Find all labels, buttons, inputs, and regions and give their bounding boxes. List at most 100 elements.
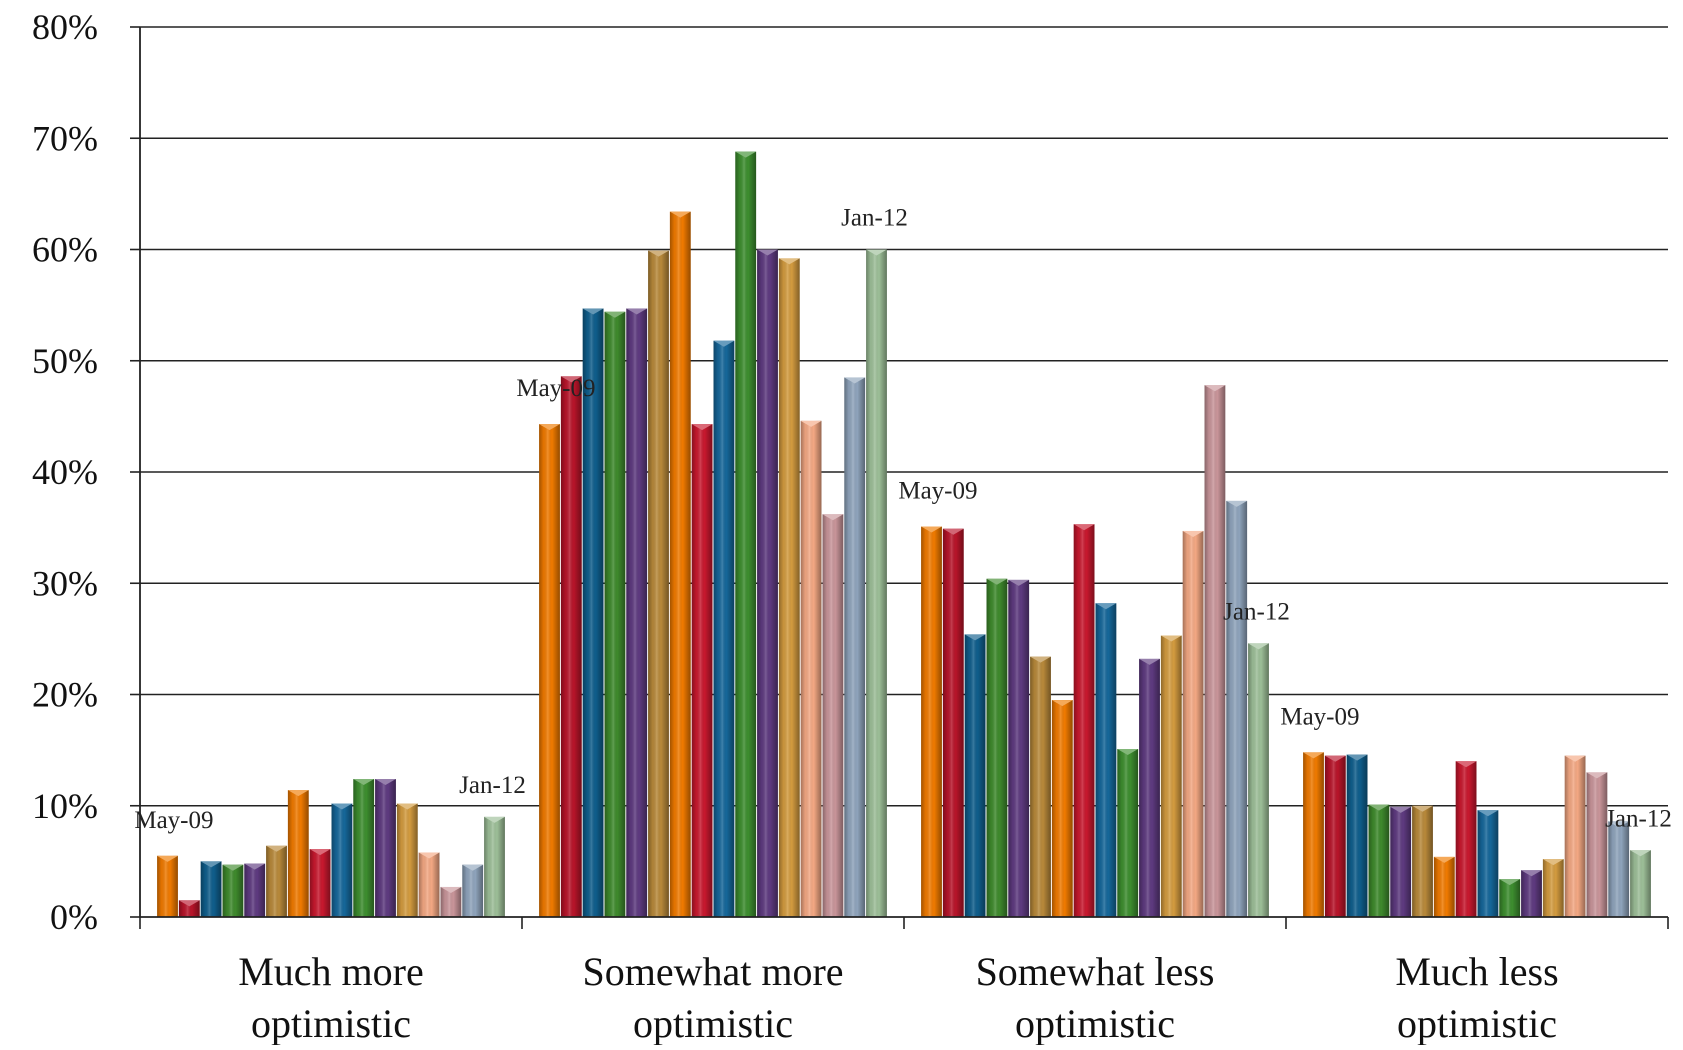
bar xyxy=(1160,635,1182,917)
bar-shading xyxy=(1390,806,1412,917)
bar xyxy=(713,340,735,918)
bar-cap xyxy=(822,514,844,521)
bar-shading xyxy=(287,790,309,917)
bar-shading xyxy=(396,803,418,917)
x-tick-label: Somewhat more optimistic xyxy=(582,949,843,1045)
bar xyxy=(1008,579,1030,917)
bar xyxy=(1368,804,1390,917)
bar-cap xyxy=(1139,658,1160,665)
bar xyxy=(1324,755,1346,917)
data-label: Jan-12 xyxy=(459,772,526,799)
bar xyxy=(353,779,375,917)
bar-cap xyxy=(1477,810,1499,817)
bar xyxy=(539,424,560,917)
bar-cap xyxy=(244,863,266,870)
bar xyxy=(244,863,266,917)
bar-shading xyxy=(1477,810,1499,917)
bar-cap xyxy=(375,779,396,786)
bar-cap xyxy=(1390,806,1412,813)
bar-shading xyxy=(1030,656,1051,917)
bar xyxy=(1477,810,1499,917)
bar-cap xyxy=(484,816,505,823)
bar xyxy=(375,779,396,917)
data-label: May-09 xyxy=(516,375,595,402)
y-tick-label: 0% xyxy=(50,897,98,937)
bar-shading xyxy=(1324,755,1346,917)
bar xyxy=(582,308,604,917)
bar-cap xyxy=(1564,755,1586,762)
data-label: May-09 xyxy=(898,478,977,505)
bar xyxy=(1542,859,1564,917)
bar-shading xyxy=(1226,500,1248,917)
y-tick-label: 50% xyxy=(32,341,98,381)
bar-cap xyxy=(757,249,778,256)
bar-shading xyxy=(1182,530,1204,917)
bar-cap xyxy=(582,308,604,315)
gridlines xyxy=(140,26,1668,807)
bar-cap xyxy=(866,249,887,256)
bar xyxy=(626,308,648,917)
bar-cap xyxy=(309,849,331,856)
bar xyxy=(942,528,964,917)
bar xyxy=(1030,656,1051,917)
bar-cap xyxy=(222,864,244,871)
bar-cap xyxy=(1412,805,1433,812)
bar xyxy=(604,311,626,917)
bar xyxy=(1051,700,1073,917)
y-tick-label: 80% xyxy=(32,7,98,47)
x-axis-tick-labels: Much more optimistic Somewhat more optimist… xyxy=(238,949,1558,1046)
bar-cap xyxy=(353,779,375,786)
y-axis-tick-labels: 0% 10% 20% 30% 40% 50% 60% 70% 80% xyxy=(32,7,98,937)
bar-cap xyxy=(986,578,1008,585)
bar-cap xyxy=(1030,656,1051,663)
bar-shading xyxy=(539,424,560,917)
bar xyxy=(735,151,757,918)
bar-shading xyxy=(1139,658,1160,917)
bar xyxy=(1073,524,1095,917)
bar-shading xyxy=(244,863,266,917)
bar xyxy=(440,886,462,917)
bar xyxy=(778,258,800,917)
bar-cap xyxy=(1455,761,1477,768)
bar-cap xyxy=(1160,635,1182,642)
bar-shading xyxy=(1160,635,1182,917)
bar-cap xyxy=(648,250,669,257)
bar-cap xyxy=(157,855,178,862)
bar-cap xyxy=(396,803,418,810)
bar-shading xyxy=(1008,579,1030,917)
y-tick-label: 30% xyxy=(32,563,98,603)
bar-shading xyxy=(462,864,484,917)
bar xyxy=(1139,658,1160,917)
bar xyxy=(1433,856,1455,917)
data-label: May-09 xyxy=(1280,703,1359,730)
bar xyxy=(1095,603,1117,917)
bar xyxy=(287,790,309,917)
y-tick-label: 10% xyxy=(32,786,98,826)
bar-shading xyxy=(669,211,691,918)
bar xyxy=(157,855,178,917)
bar-shading xyxy=(626,308,648,917)
bar-shading xyxy=(309,849,331,917)
bar-cap xyxy=(1542,859,1564,866)
bar-cap xyxy=(331,803,353,810)
bar xyxy=(1455,761,1477,917)
bar-cap xyxy=(178,900,200,907)
bar-shading xyxy=(484,816,505,917)
bar-cap xyxy=(1303,752,1324,759)
x-tick-label: Much more optimistic xyxy=(238,949,424,1045)
bar xyxy=(1564,755,1586,917)
bar-shading xyxy=(1542,859,1564,917)
bar-cap xyxy=(462,864,484,871)
bar xyxy=(200,861,222,917)
bar xyxy=(1303,752,1324,917)
bar-cap xyxy=(1182,530,1204,537)
bar xyxy=(178,900,200,917)
bar-cap xyxy=(1586,772,1608,779)
bar-cap xyxy=(440,886,462,893)
bar-cap xyxy=(1521,870,1542,877)
y-tick-label: 40% xyxy=(32,452,98,492)
bar xyxy=(222,864,244,917)
data-annotations: May-09 Jan-12 May-09 Jan-12 May-09 Jan-12 May-… xyxy=(134,205,1671,834)
bar-shading xyxy=(1248,643,1269,917)
bar-cap xyxy=(1073,524,1095,531)
